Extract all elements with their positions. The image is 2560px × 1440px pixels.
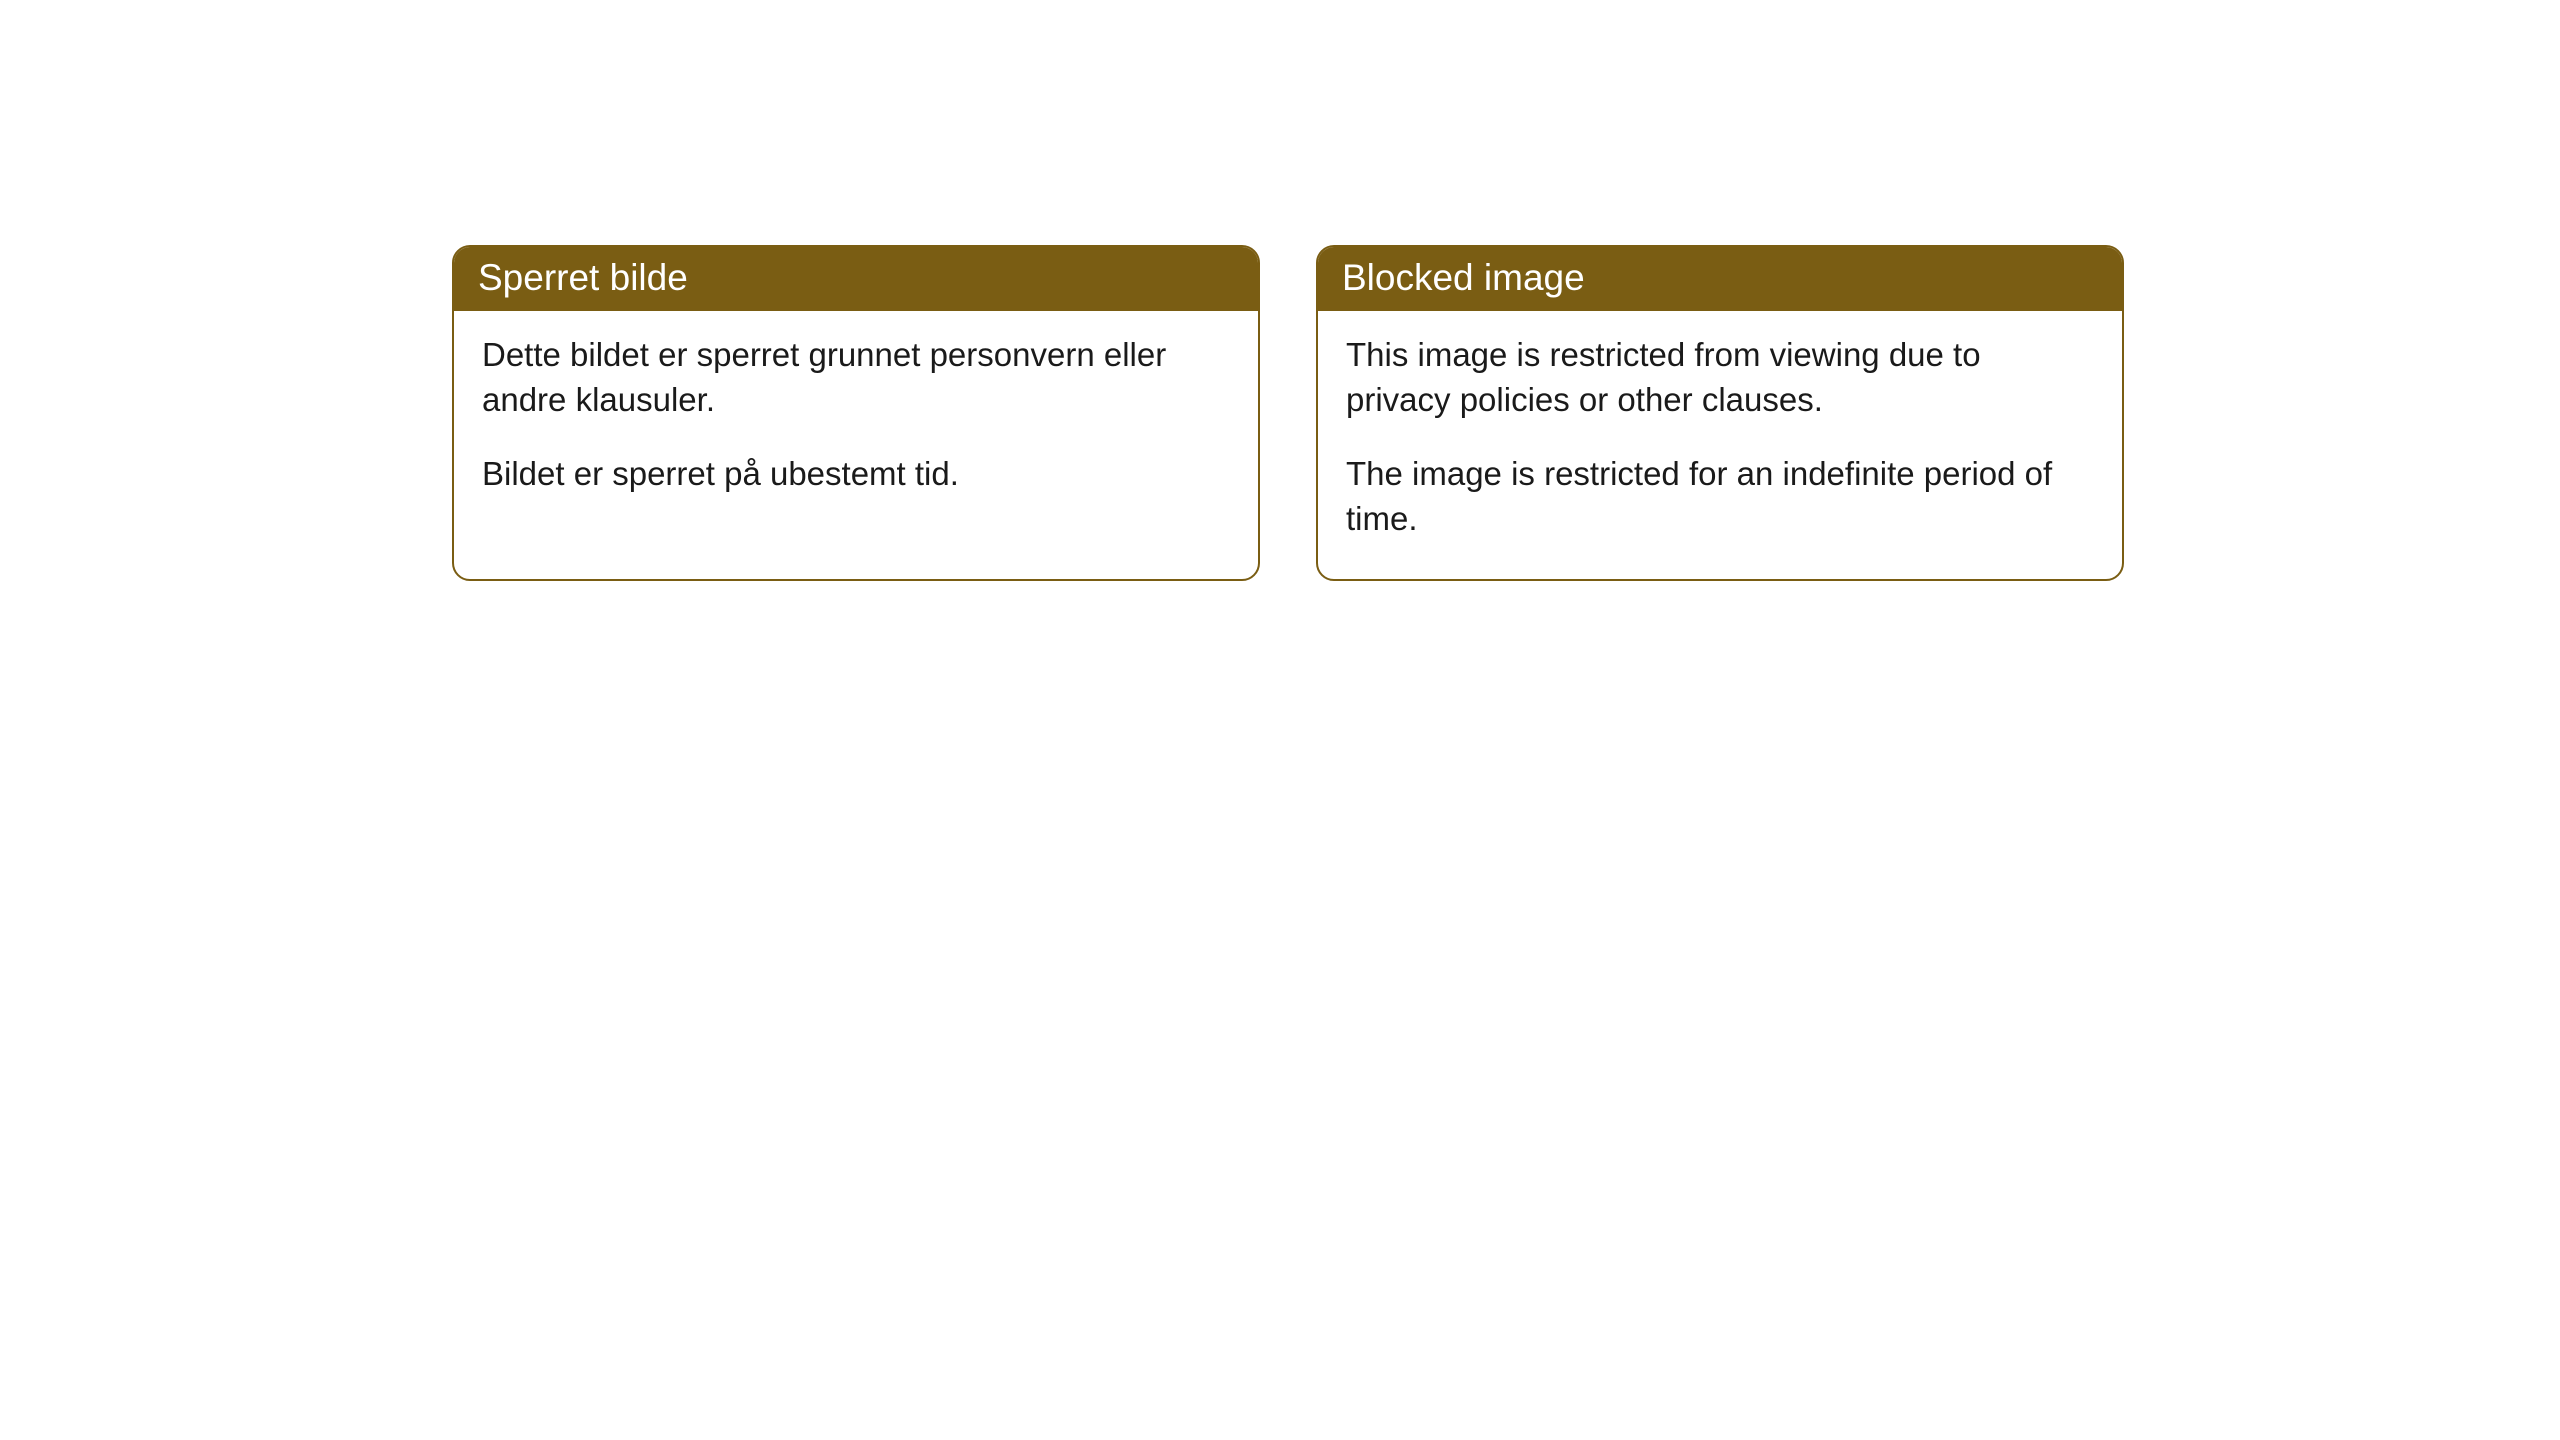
card-paragraph: The image is restricted for an indefinit… [1346,452,2094,541]
card-paragraph: Bildet er sperret på ubestemt tid. [482,452,1230,497]
notice-cards-container: Sperret bilde Dette bildet er sperret gr… [0,0,2560,581]
card-body: Dette bildet er sperret grunnet personve… [454,311,1258,535]
card-body: This image is restricted from viewing du… [1318,311,2122,579]
notice-card-norwegian: Sperret bilde Dette bildet er sperret gr… [452,245,1260,581]
notice-card-english: Blocked image This image is restricted f… [1316,245,2124,581]
card-header: Sperret bilde [454,247,1258,311]
card-paragraph: This image is restricted from viewing du… [1346,333,2094,422]
card-header: Blocked image [1318,247,2122,311]
card-paragraph: Dette bildet er sperret grunnet personve… [482,333,1230,422]
